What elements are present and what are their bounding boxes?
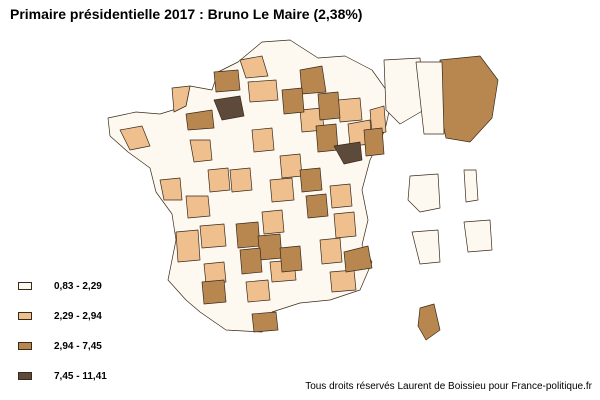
dom-mayotte (415, 61, 445, 135)
legend-label: 0,83 - 2,29 (54, 280, 102, 292)
dept-saone-loire (305, 193, 329, 219)
dept-meurthe (337, 97, 363, 123)
dept-gers (203, 261, 227, 285)
dept-cotes-armor (119, 125, 151, 151)
dept-correze (235, 221, 261, 249)
dept-isere (333, 211, 357, 239)
dept-bas-rhin (439, 55, 499, 143)
dept-marne (281, 87, 305, 115)
dept-pyrenees-or (251, 311, 279, 333)
dept-corse (417, 303, 441, 341)
dept-gironde (175, 229, 201, 263)
legend-swatch (18, 312, 32, 320)
dept-tarn (279, 245, 303, 273)
dept-somme (239, 55, 269, 79)
dept-eure (213, 69, 241, 93)
credit-text: Tous droits réservés Laurent de Boissieu… (305, 381, 592, 392)
legend-swatch (18, 372, 32, 380)
dept-savoie (343, 245, 373, 273)
dept-oise (247, 79, 279, 103)
dom-reunion (383, 57, 425, 125)
dept-orne (185, 109, 215, 131)
dom-saint-pierre (463, 219, 493, 253)
dept-vendee (159, 177, 183, 201)
dept-jura (333, 141, 363, 165)
dept-ardennes (299, 65, 327, 95)
legend-swatch (18, 282, 32, 290)
dept-dordogne (199, 223, 227, 249)
legend-swatch (18, 342, 32, 350)
legend-label: 7,45 - 11,41 (54, 370, 107, 382)
dept-manche (171, 85, 191, 113)
dept-allier (269, 177, 295, 203)
legend-item: 2,29 - 2,94 (18, 310, 102, 322)
dept-nievre (279, 153, 303, 179)
dept-hautes-pyrenees (201, 279, 227, 305)
dept-charente (185, 195, 211, 219)
dept-indre (229, 167, 253, 193)
dept-ain (329, 183, 353, 209)
legend-item: 2,94 - 7,45 (18, 340, 102, 352)
dom-guyane (411, 229, 441, 265)
dept-var (329, 269, 357, 293)
dept-aude (245, 279, 271, 303)
legend-item: 0,83 - 2,29 (18, 280, 102, 292)
dom-martinique (463, 169, 479, 203)
dom-guadeloupe (407, 173, 441, 213)
dept-drome (319, 237, 343, 265)
legend-item: 7,45 - 11,41 (18, 370, 107, 382)
dept-meuse (317, 91, 341, 121)
dept-haut-rhin (369, 105, 387, 135)
legend-label: 2,94 - 7,45 (54, 340, 102, 352)
legend-label: 2,29 - 2,94 (54, 310, 102, 322)
dept-aveyron (239, 247, 263, 275)
dept-sarthe (189, 139, 213, 163)
dept-loiret (251, 127, 275, 153)
dept-vienne (207, 167, 231, 193)
map-title: Primaire présidentielle 2017 : Bruno Le … (10, 6, 363, 22)
dept-cantal (261, 209, 285, 235)
dept-haute-saone (363, 127, 385, 157)
dept-lot (257, 233, 283, 261)
dept-seine-maritime (213, 95, 245, 121)
dept-cote-or (299, 167, 323, 193)
